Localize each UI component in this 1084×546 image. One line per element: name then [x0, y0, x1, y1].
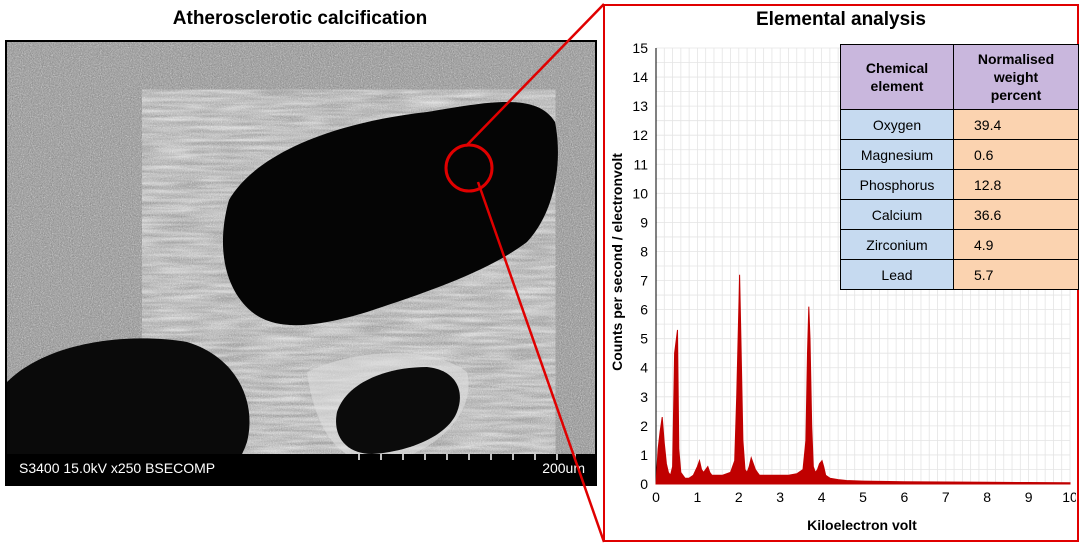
table-row: Calcium 36.6 [840, 199, 1079, 230]
element-cell: Zirconium [840, 229, 954, 260]
x-tick-labels: 0 1 2 3 4 5 6 7 8 9 10 [652, 489, 1076, 505]
connector-line-top [465, 3, 605, 147]
y-tick-label: 6 [640, 302, 648, 318]
y-tick-label: 9 [640, 214, 648, 230]
x-tick-label: 5 [859, 489, 867, 505]
y-tick-label: 1 [640, 447, 648, 463]
table-row: Oxygen 39.4 [840, 109, 1079, 140]
x-tick-label: 8 [983, 489, 991, 505]
percent-cell: 36.6 [953, 199, 1079, 230]
connector-line-bottom [476, 181, 606, 543]
y-tick-label: 0 [640, 476, 648, 492]
y-tick-label: 8 [640, 243, 648, 259]
table-row: Lead 5.7 [840, 259, 1079, 290]
y-tick-label: 2 [640, 418, 648, 434]
x-tick-label: 4 [818, 489, 826, 505]
x-axis-label: Kiloelectron volt [807, 517, 917, 533]
element-cell: Oxygen [840, 109, 954, 140]
percent-cell: 0.6 [953, 139, 1079, 170]
x-tick-label: 1 [694, 489, 702, 505]
x-tick-label: 7 [942, 489, 950, 505]
y-tick-label: 12 [632, 127, 648, 143]
x-tick-label: 3 [776, 489, 784, 505]
header-percent-line1: Normalised [977, 51, 1055, 67]
table-header-row: Chemical element Normalised weight perce… [840, 44, 1079, 110]
percent-cell: 39.4 [953, 109, 1079, 140]
element-cell: Magnesium [840, 139, 954, 170]
spectrum-area [655, 274, 1071, 485]
x-tick-label: 9 [1025, 489, 1033, 505]
y-tick-label: 5 [640, 331, 648, 347]
y-tick-label: 15 [632, 40, 648, 56]
table-row: Magnesium 0.6 [840, 139, 1079, 170]
table-row: Zirconium 4.9 [840, 229, 1079, 260]
sem-settings-label: S3400 15.0kV x250 BSECOMP [19, 460, 216, 476]
element-cell: Calcium [840, 199, 954, 230]
calcified-region [222, 102, 558, 326]
element-cell: Lead [840, 259, 954, 290]
y-tick-label: 7 [640, 273, 648, 289]
y-tick-label: 4 [640, 360, 648, 376]
x-tick-label: 0 [652, 489, 660, 505]
header-element-cell: Chemical element [840, 44, 954, 110]
sem-info-bar: S3400 15.0kV x250 BSECOMP 200um [7, 454, 595, 484]
header-element-line2: element [870, 78, 924, 94]
x-tick-label: 6 [901, 489, 909, 505]
chart-title: Elemental analysis [755, 9, 927, 30]
composition-table: Chemical element Normalised weight perce… [840, 44, 1079, 290]
percent-cell: 12.8 [953, 169, 1079, 200]
table-row: Phosphorus 12.8 [840, 169, 1079, 200]
sem-scale-label: 200um [542, 460, 585, 476]
y-tick-label: 10 [632, 185, 648, 201]
y-tick-label: 13 [632, 98, 648, 114]
element-cell: Phosphorus [840, 169, 954, 200]
x-tick-label: 10 [1062, 489, 1076, 505]
header-percent-line3: percent [990, 87, 1042, 103]
y-tick-label: 3 [640, 389, 648, 405]
y-tick-label: 11 [633, 156, 648, 172]
sem-panel-title: Atherosclerotic calcification [172, 8, 428, 29]
header-percent-cell: Normalised weight percent [953, 44, 1079, 110]
percent-cell: 5.7 [953, 259, 1079, 290]
header-percent-line2: weight [993, 69, 1039, 85]
spectrum-series [655, 274, 1071, 485]
analysis-spot-circle [444, 143, 494, 193]
percent-cell: 4.9 [953, 229, 1079, 260]
y-axis-label: Counts per second / electronvolt [609, 153, 625, 371]
x-tick-label: 2 [735, 489, 743, 505]
header-element-line1: Chemical [865, 60, 929, 76]
y-tick-label: 14 [632, 69, 648, 85]
